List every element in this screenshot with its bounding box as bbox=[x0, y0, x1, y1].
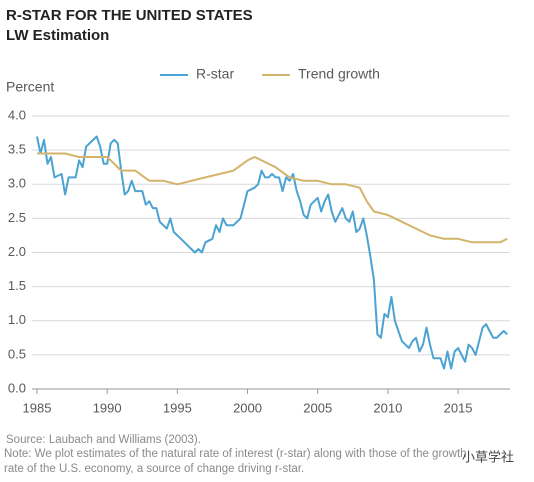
x-tick-label: 2010 bbox=[373, 400, 402, 415]
chart-subtitle: LW Estimation bbox=[6, 27, 109, 44]
y-tick-label: 0.0 bbox=[8, 380, 26, 395]
y-tick-label: 4.0 bbox=[8, 107, 26, 122]
y-tick-label: 2.5 bbox=[8, 210, 26, 225]
y-axis-label: Percent bbox=[6, 79, 54, 95]
y-tick-label: 2.0 bbox=[8, 244, 26, 259]
legend-label: Trend growth bbox=[298, 66, 380, 82]
watermark: 小草学社 bbox=[462, 449, 514, 464]
x-tick-label: 2015 bbox=[444, 400, 473, 415]
chart-title: R-STAR FOR THE UNITED STATES bbox=[6, 7, 253, 24]
x-tick-label: 1985 bbox=[23, 400, 52, 415]
x-tick-label: 1995 bbox=[163, 400, 192, 415]
x-tick-label: 1990 bbox=[93, 400, 122, 415]
source: Source: Laubach and Williams (2003). bbox=[6, 434, 201, 446]
series-line bbox=[36, 135, 508, 370]
y-tick-label: 3.5 bbox=[8, 142, 26, 157]
y-tick-label: 0.5 bbox=[8, 346, 26, 361]
note-box: Note: We plot estimates of the natural r… bbox=[4, 448, 467, 475]
x-tick-label: 2000 bbox=[233, 400, 262, 415]
x-tick-label: 2005 bbox=[303, 400, 332, 415]
legend-label: R-star bbox=[196, 66, 234, 82]
series-line bbox=[37, 152, 508, 244]
y-tick-label: 3.0 bbox=[8, 176, 26, 191]
y-tick-label: 1.5 bbox=[8, 278, 26, 293]
note: Note: We plot estimates of the natural r… bbox=[4, 448, 467, 475]
y-tick-label: 1.0 bbox=[8, 312, 26, 327]
